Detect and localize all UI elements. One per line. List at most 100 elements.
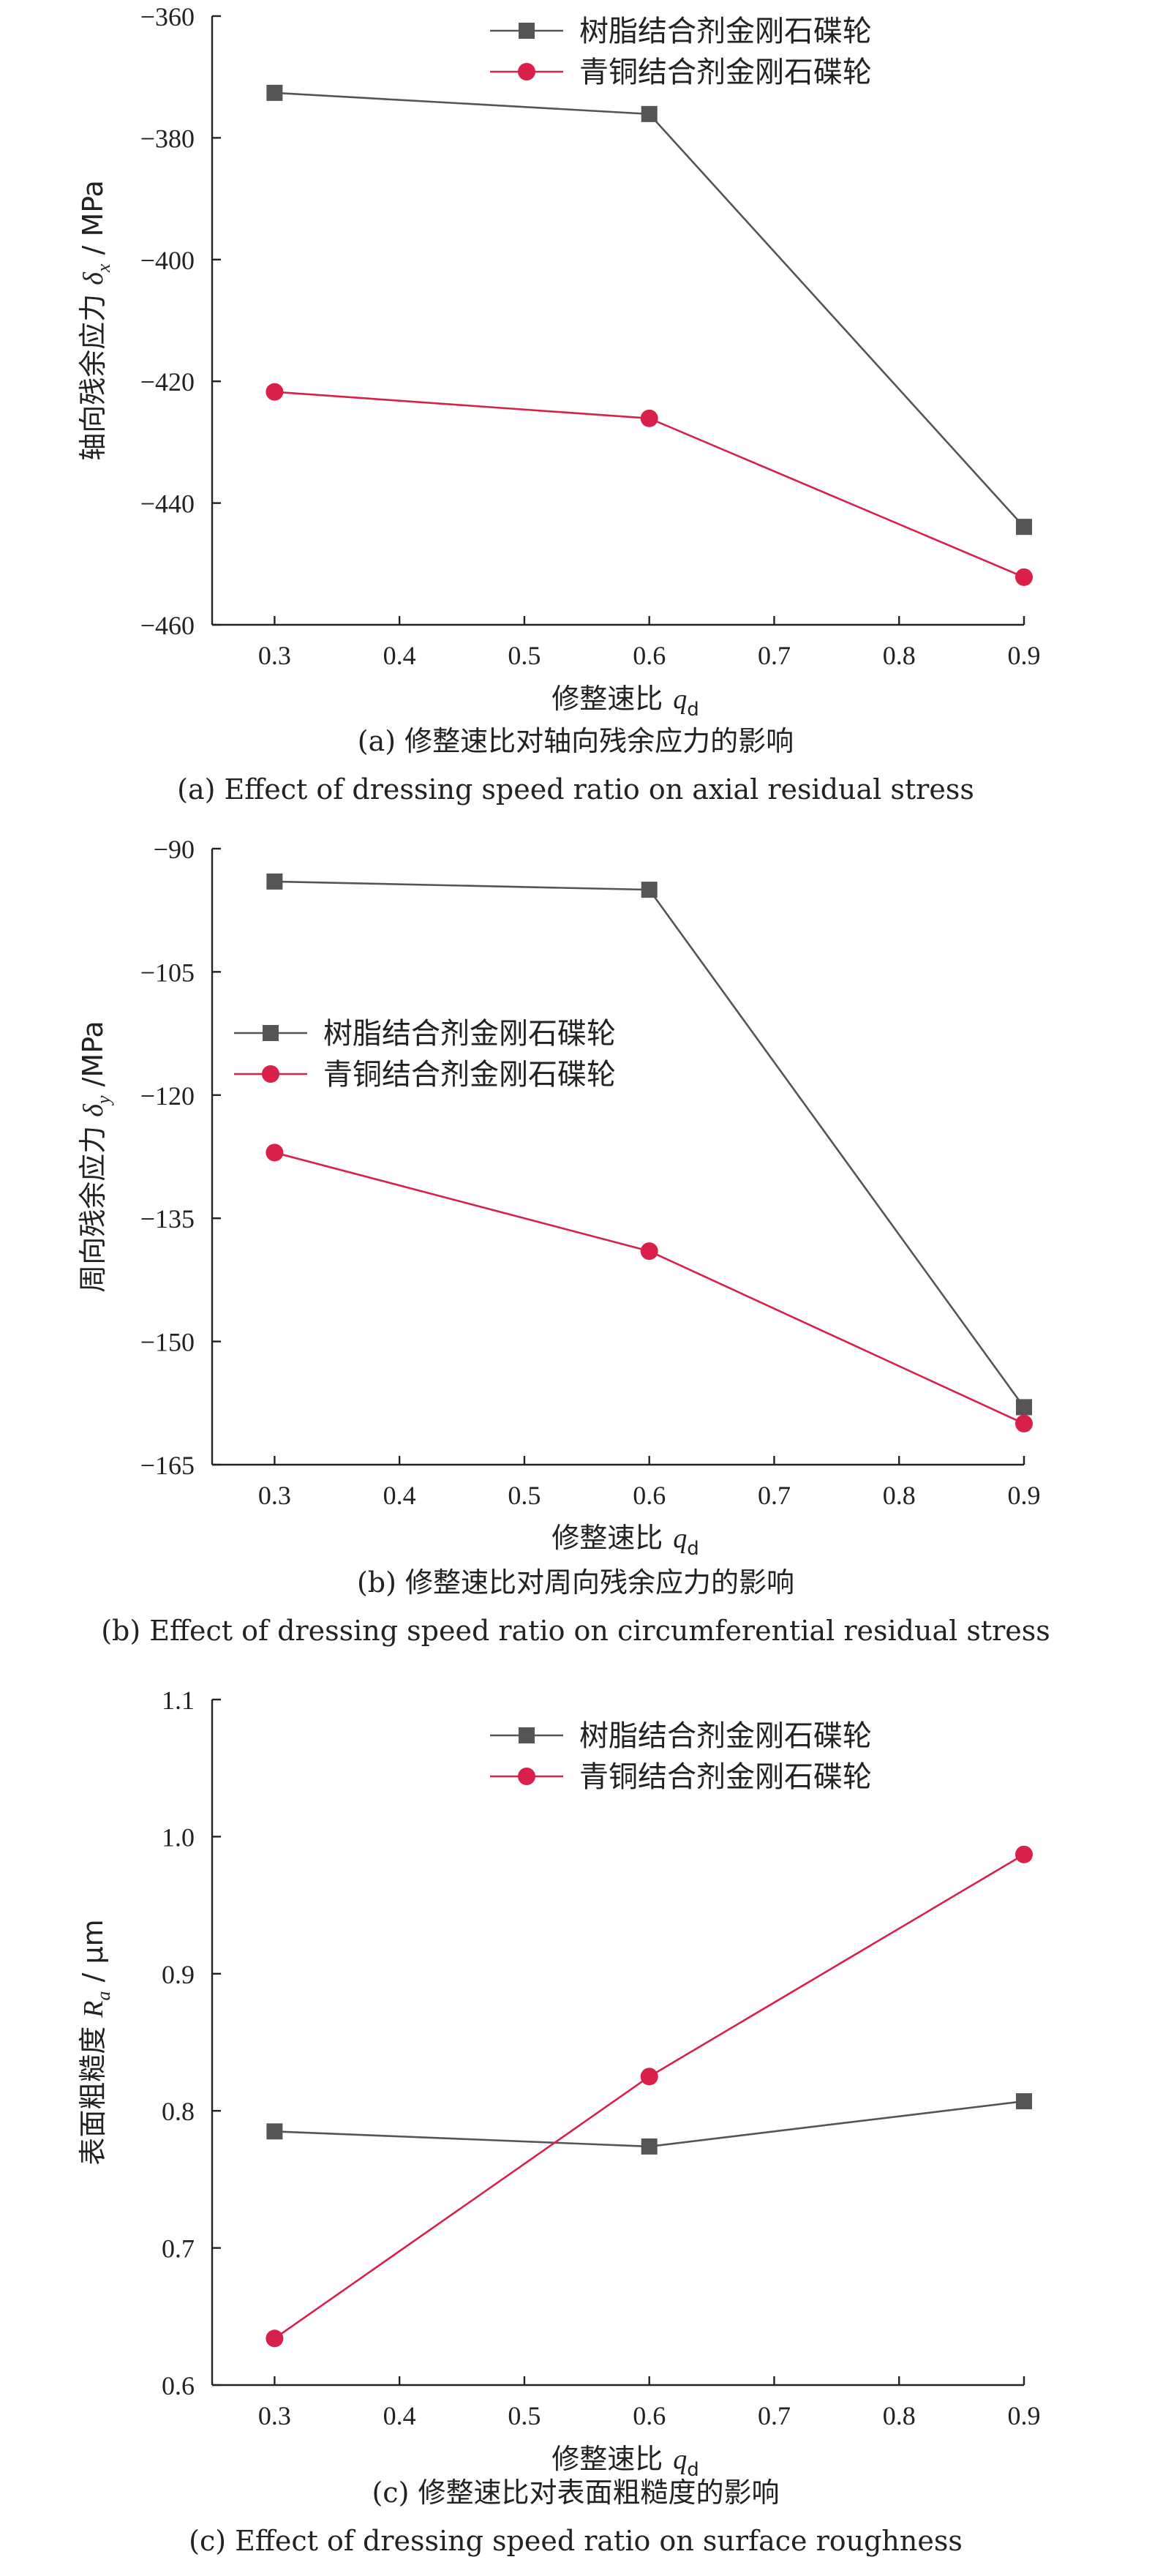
x-tick-label: 0.6: [633, 2401, 666, 2430]
x-axis-title-symbol: q: [673, 684, 687, 715]
y-axis-title-unit: / MPa: [77, 180, 109, 263]
y-tick-label: 0.6: [162, 2371, 195, 2400]
y-axis-title-symbol: δ: [78, 271, 109, 285]
legend-label: 青铜结合剂金刚石碟轮: [579, 56, 872, 89]
data-point-square: [266, 2123, 283, 2140]
x-tick-label: 0.4: [383, 1481, 416, 1510]
caption-en: (c) Effect of dressing speed ratio on su…: [189, 2525, 963, 2557]
x-axis-title-symbol: q: [673, 1523, 687, 1554]
y-tick-label: −135: [140, 1204, 195, 1233]
y-tick-label: −360: [140, 2, 195, 31]
x-axis-title-subscript: d: [687, 699, 699, 721]
y-tick-label: −400: [140, 246, 195, 275]
x-tick-label: 0.3: [258, 1481, 291, 1510]
y-axis-title-subscript: y: [93, 1095, 114, 1106]
x-tick-label: 0.4: [383, 2401, 416, 2430]
legend-label: 树脂结合剂金刚石碟轮: [323, 1017, 616, 1051]
series-line-1: [274, 91, 1025, 528]
legend-label: 树脂结合剂金刚石碟轮: [579, 1719, 872, 1753]
legend-label: 青铜结合剂金刚石碟轮: [579, 1760, 872, 1794]
y-axis-title: 表面粗糙度 Ra / μm: [77, 1919, 114, 2165]
x-tick-label: 0.8: [883, 2401, 916, 2430]
legend-marker-circle: [518, 1768, 535, 1785]
x-tick-label: 0.3: [258, 2401, 291, 2430]
y-tick-label: −90: [154, 835, 195, 864]
y-axis-title-unit: / μm: [77, 1919, 109, 1991]
y-axis-title-symbol: δ: [78, 1103, 109, 1117]
chart-panel-a: 0.3 0.4 0.5 0.6 0.7 0.8 0.9 −360 −380 −400 −420 −44…: [77, 2, 1041, 806]
data-point-circle: [1015, 1845, 1033, 1863]
y-axis-title-text: 表面粗糙度: [77, 2027, 109, 2166]
x-tick-label: 0.4: [383, 641, 416, 670]
x-tick-label: 0.7: [758, 2401, 791, 2430]
data-point-square: [266, 873, 283, 890]
series-line-2: [274, 1152, 1025, 1425]
legend-label: 树脂结合剂金刚石碟轮: [579, 15, 872, 48]
data-point-square: [1016, 2093, 1032, 2110]
x-axis-title-subscript: d: [687, 1538, 699, 1560]
data-point-square: [641, 2138, 658, 2155]
data-point-circle: [640, 2068, 658, 2086]
y-tick-label: 1.0: [162, 1822, 195, 1852]
legend-marker-square: [263, 1025, 279, 1041]
legend-marker-circle: [262, 1065, 279, 1083]
y-tick-label: −460: [140, 611, 195, 640]
x-tick-label: 0.9: [1008, 2401, 1041, 2430]
x-axis-title: 修整速比 qd: [551, 2443, 699, 2481]
y-tick-label: −105: [140, 958, 195, 987]
y-tick-label: −420: [140, 367, 195, 397]
legend-marker-square: [519, 23, 535, 39]
x-tick-label: 0.5: [508, 1481, 541, 1510]
y-tick-label: −150: [140, 1328, 195, 1357]
data-point-square: [641, 105, 658, 122]
legend-marker-circle: [518, 63, 535, 80]
x-tick-label: 0.9: [1008, 641, 1041, 670]
x-axis-title: 修整速比 qd: [551, 1522, 699, 1560]
y-tick-label: −380: [140, 124, 195, 153]
x-tick-label: 0.7: [758, 641, 791, 670]
y-tick-label: −440: [140, 489, 195, 519]
y-axis-title-unit: /MPa: [77, 1021, 109, 1095]
legend-label: 青铜结合剂金刚石碟轮: [323, 1058, 616, 1092]
data-point-circle: [1015, 1414, 1033, 1432]
x-axis-title-text: 修整速比: [551, 2443, 663, 2475]
y-tick-label: −120: [140, 1081, 195, 1111]
y-axis-title-text: 轴向残余应力: [77, 294, 109, 461]
data-point-circle: [266, 2329, 284, 2348]
y-axis-title-symbol: R: [78, 2000, 109, 2018]
caption-en: (b) Effect of dressing speed ratio on ci…: [101, 1615, 1050, 1647]
data-point-square: [266, 84, 283, 101]
data-point-square: [1016, 1399, 1032, 1416]
y-tick-label: 0.7: [162, 2234, 195, 2264]
x-tick-label: 0.8: [883, 641, 916, 670]
data-point-circle: [640, 409, 658, 427]
x-tick-label: 0.3: [258, 641, 291, 670]
data-point-circle: [1015, 568, 1033, 586]
x-tick-label: 0.5: [508, 641, 541, 670]
y-axis-title: 周向残余应力 δy /MPa: [77, 1021, 114, 1292]
data-point-circle: [266, 1144, 284, 1162]
data-point-square: [1016, 519, 1032, 536]
x-tick-label: 0.6: [633, 1481, 666, 1510]
y-axis-title-text: 周向残余应力: [77, 1126, 109, 1293]
caption-en: (a) Effect of dressing speed ratio on ax…: [177, 773, 974, 806]
y-tick-label: 0.8: [162, 2097, 195, 2126]
series-line-2: [274, 1853, 1025, 2340]
y-tick-label: 1.1: [162, 1686, 195, 1715]
x-axis-title-text: 修整速比: [551, 1522, 663, 1554]
x-tick-label: 0.5: [508, 2401, 541, 2430]
legend-marker-square: [519, 1727, 535, 1743]
caption-zh: (b) 修整速比对周向残余应力的影响: [357, 1566, 794, 1599]
x-tick-label: 0.9: [1008, 1481, 1041, 1510]
caption-zh: (c) 修整速比对表面粗糙度的影响: [372, 2477, 779, 2509]
x-tick-label: 0.6: [633, 641, 666, 670]
chart-panel-b: 0.3 0.4 0.5 0.6 0.7 0.8 0.9 −90 −105 −120 −135 −150…: [77, 835, 1050, 1647]
x-axis-title-symbol: q: [673, 2444, 687, 2475]
series-line-1: [274, 880, 1025, 1408]
y-axis-title-subscript: x: [93, 263, 114, 273]
y-tick-label: −165: [140, 1451, 195, 1480]
data-point-circle: [640, 1242, 658, 1261]
x-axis-title-subscript: d: [687, 2459, 699, 2481]
y-axis-title-subscript: a: [93, 1991, 114, 2000]
